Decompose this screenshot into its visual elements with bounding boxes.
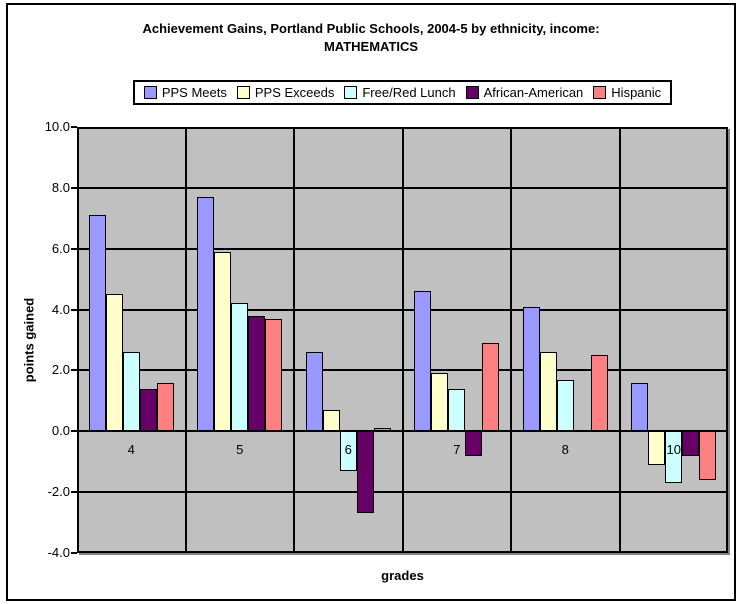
x-tick-label-grade-6: 6 (344, 442, 352, 458)
bar-pps-meets-grade-5 (197, 196, 215, 432)
bar-pps-meets-grade-4 (88, 215, 106, 432)
y-tick-mark-2 (71, 369, 77, 372)
x-tick-label-grade-8: 8 (561, 442, 569, 458)
y-axis-line (77, 127, 79, 553)
bar-free-red-lunch-grade-7 (448, 388, 466, 432)
bar-hispanic-grade-8 (590, 355, 608, 432)
legend-item-free-red-lunch: Free/Red Lunch (344, 85, 456, 100)
bar-pps-meets-grade-7 (414, 291, 432, 432)
legend-marker-free-red-lunch-icon (344, 86, 358, 99)
bar-pps-meets-grade-10 (631, 382, 649, 432)
legend-marker-pps-meets-icon (143, 86, 157, 99)
bar-african-american-grade-5 (248, 315, 266, 432)
x-tick-label-grade-10: 10 (666, 442, 681, 458)
legend-row: PPS Meets PPS Exceeds Free/Red Lunch Africa… (77, 80, 728, 105)
bar-hispanic-grade-7 (482, 343, 500, 432)
bar-pps-meets-grade-6 (305, 352, 323, 432)
bar-pps-exceeds-grade-5 (214, 251, 232, 432)
bar-african-american-grade-4 (139, 388, 157, 432)
y-tick-label-8: 8.0 (51, 179, 70, 195)
y-tick-mark--4 (71, 552, 77, 554)
category-gridline-2 (293, 127, 295, 553)
x-tick-label-grade-7: 7 (453, 442, 461, 458)
legend-item-african-american: African-American (465, 85, 584, 100)
bar-free-red-lunch-grade-5 (231, 303, 249, 432)
plot-area: 4 5 6 7 8 10 (77, 127, 728, 553)
legend-label-pps-exceeds: PPS Exceeds (254, 85, 335, 100)
y-tick-label-6: 6.0 (51, 240, 70, 256)
category-gridline-3 (401, 127, 404, 553)
y-tick-label--2: -2.0 (47, 484, 70, 500)
legend-label-pps-meets: PPS Meets (161, 85, 227, 100)
bar-free-red-lunch-grade-8 (556, 379, 574, 432)
y-tick-label-4: 4.0 (51, 301, 70, 317)
bar-pps-meets-grade-8 (522, 306, 540, 432)
y-tick-mark-6 (71, 247, 77, 250)
bar-free-red-lunch-grade-4 (122, 352, 140, 432)
y-tick-mark-4 (71, 308, 77, 311)
category-gridline-5 (618, 127, 621, 553)
legend-item-pps-meets: PPS Meets (143, 85, 227, 100)
legend-label-african-american: African-American (483, 85, 584, 100)
x-tick-label-grade-4: 4 (127, 442, 135, 458)
bar-hispanic-grade-5 (265, 318, 283, 432)
chart-title: Achievement Gains, Portland Public Schoo… (0, 20, 742, 56)
bar-hispanic-grade-6 (373, 428, 391, 432)
legend-marker-african-american-icon (465, 86, 479, 99)
bar-pps-exceeds-grade-10 (648, 431, 666, 465)
bar-african-american-grade-6 (356, 431, 374, 514)
y-tick-mark-10 (71, 126, 77, 128)
legend-marker-pps-exceeds-icon (236, 86, 250, 99)
legend-marker-hispanic-icon (593, 86, 607, 99)
x-tick-label-grade-5: 5 (236, 442, 244, 458)
y-tick-mark-8 (71, 186, 77, 189)
chart-title-line1: Achievement Gains, Portland Public Schoo… (142, 21, 600, 36)
y-tick-mark--2 (71, 491, 77, 494)
bar-pps-exceeds-grade-8 (539, 352, 557, 432)
x-axis-title: grades (381, 568, 424, 583)
bar-pps-exceeds-grade-7 (431, 373, 449, 432)
category-gridline-1 (184, 127, 187, 553)
legend: PPS Meets PPS Exceeds Free/Red Lunch Africa… (132, 80, 673, 105)
bar-hispanic-grade-4 (156, 382, 174, 432)
legend-item-hispanic: Hispanic (593, 85, 661, 100)
y-tick-label--4: -4.0 (47, 545, 70, 560)
bar-free-red-lunch-grade-6 (339, 431, 357, 471)
y-tick-mark-0 (71, 430, 77, 433)
legend-label-free-red-lunch: Free/Red Lunch (362, 85, 456, 100)
bar-free-red-lunch-grade-10 (665, 431, 683, 483)
y-tick-label-2: 2.0 (51, 362, 70, 378)
bar-pps-exceeds-grade-6 (322, 409, 340, 432)
chart-outer-border (6, 3, 736, 601)
y-tick-label-10: 10.0 (44, 119, 70, 134)
bar-hispanic-grade-10 (699, 431, 717, 480)
legend-item-pps-exceeds: PPS Exceeds (236, 85, 335, 100)
bar-african-american-grade-10 (682, 431, 700, 456)
legend-label-hispanic: Hispanic (611, 85, 662, 100)
bar-african-american-grade-7 (465, 431, 483, 456)
bar-pps-exceeds-grade-4 (105, 294, 123, 432)
chart-title-line2: MATHEMATICS (323, 39, 419, 54)
category-gridline-6 (726, 127, 728, 553)
category-gridline-4 (510, 127, 512, 553)
y-tick-label-0: 0.0 (51, 423, 70, 439)
